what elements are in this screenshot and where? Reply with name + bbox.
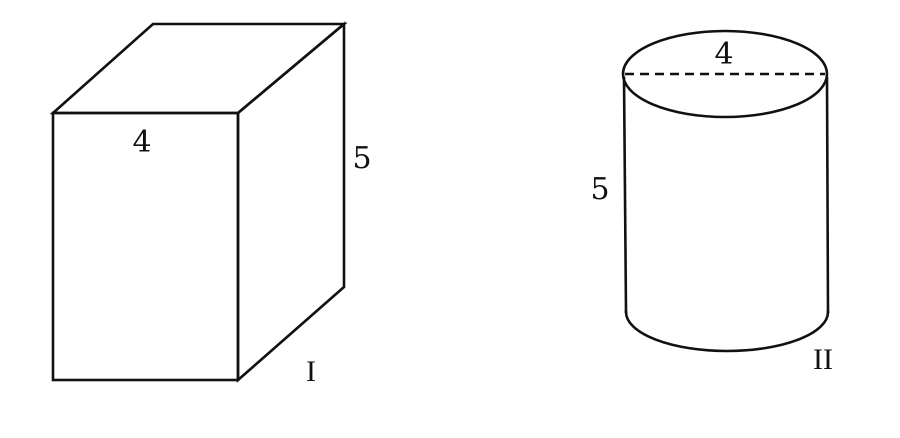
cylinder-bottom-arc	[626, 312, 828, 351]
cylinder-figure: 4 5 II	[590, 31, 833, 376]
box-figure-name: I	[306, 355, 316, 388]
cylinder-diameter-label: 4	[714, 37, 733, 72]
cylinder-left-side	[624, 78, 626, 312]
cylinder-figure-name: II	[813, 343, 833, 376]
box-top-face	[53, 24, 344, 113]
box-height-label: 5	[352, 141, 371, 176]
cylinder-height-label: 5	[590, 172, 609, 207]
box-width-label: 4	[132, 125, 151, 160]
cylinder-right-side	[827, 78, 828, 312]
box-figure: 4 5 I	[53, 24, 372, 388]
box-right-face	[238, 24, 344, 380]
